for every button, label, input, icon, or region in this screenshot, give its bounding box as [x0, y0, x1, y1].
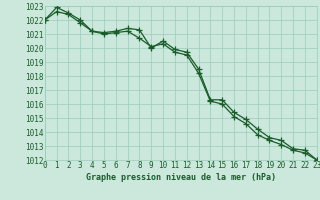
X-axis label: Graphe pression niveau de la mer (hPa): Graphe pression niveau de la mer (hPa) — [86, 173, 276, 182]
